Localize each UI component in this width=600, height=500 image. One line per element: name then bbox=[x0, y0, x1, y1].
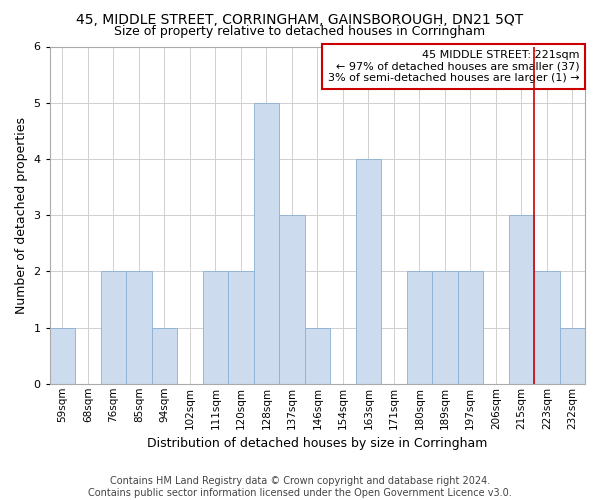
Bar bbox=[305, 328, 330, 384]
Bar bbox=[254, 102, 279, 384]
Bar bbox=[50, 328, 75, 384]
Text: 45 MIDDLE STREET: 221sqm
← 97% of detached houses are smaller (37)
3% of semi-de: 45 MIDDLE STREET: 221sqm ← 97% of detach… bbox=[328, 50, 580, 83]
Bar bbox=[228, 272, 254, 384]
Bar bbox=[432, 272, 458, 384]
Bar bbox=[407, 272, 432, 384]
Bar bbox=[126, 272, 152, 384]
Text: Size of property relative to detached houses in Corringham: Size of property relative to detached ho… bbox=[115, 25, 485, 38]
Bar bbox=[458, 272, 483, 384]
Bar bbox=[203, 272, 228, 384]
Bar bbox=[356, 159, 381, 384]
Bar bbox=[509, 215, 534, 384]
Bar bbox=[560, 328, 585, 384]
Bar bbox=[152, 328, 177, 384]
Bar bbox=[101, 272, 126, 384]
Bar bbox=[534, 272, 560, 384]
X-axis label: Distribution of detached houses by size in Corringham: Distribution of detached houses by size … bbox=[147, 437, 488, 450]
Text: 45, MIDDLE STREET, CORRINGHAM, GAINSBOROUGH, DN21 5QT: 45, MIDDLE STREET, CORRINGHAM, GAINSBORO… bbox=[76, 12, 524, 26]
Bar bbox=[279, 215, 305, 384]
Y-axis label: Number of detached properties: Number of detached properties bbox=[15, 116, 28, 314]
Text: Contains HM Land Registry data © Crown copyright and database right 2024.
Contai: Contains HM Land Registry data © Crown c… bbox=[88, 476, 512, 498]
